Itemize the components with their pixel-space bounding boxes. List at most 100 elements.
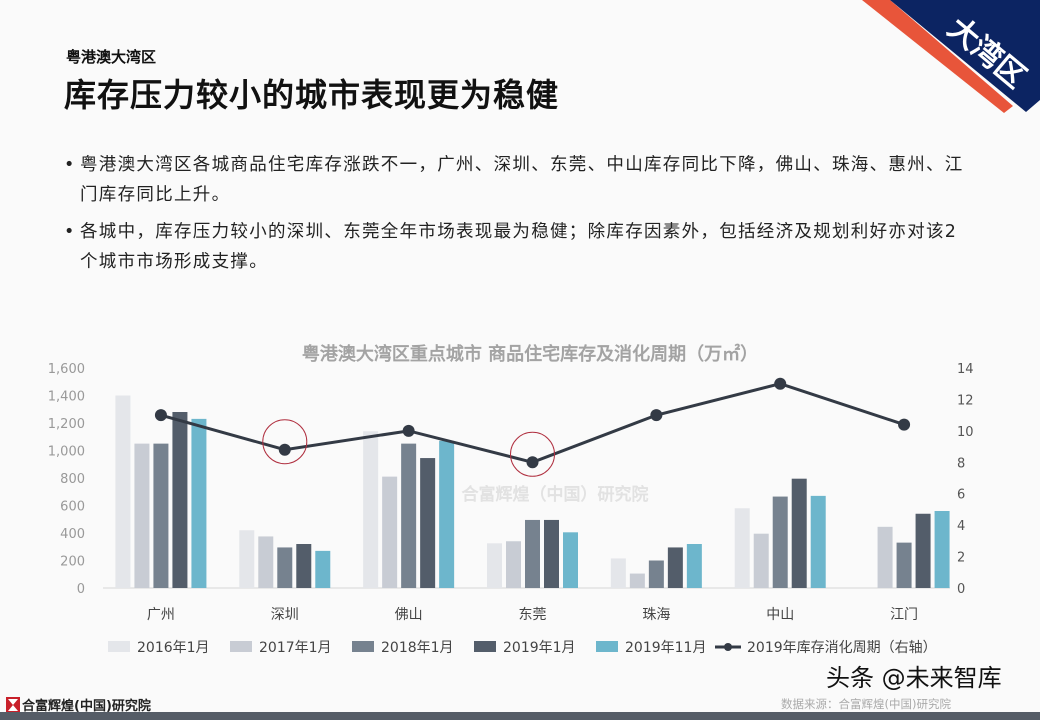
bullet-item: • 粤港澳大湾区各城商品住宅库存涨跌不一，广州、深圳、东莞、中山库存同比下降，佛山… [62, 150, 967, 210]
bullet-item: • 各城中，库存压力较小的深圳、东莞全年市场表现最为稳健；除库存因素外，包括经济及… [62, 217, 967, 277]
footer-bar [0, 712, 1040, 720]
hourglass-logo-icon [6, 696, 20, 713]
bar-珠海-2016年1月 [610, 558, 626, 588]
bar-中山-2019年1月 [791, 478, 807, 588]
bar-佛山-2019年1月 [420, 458, 436, 588]
legend-label: 2019年11月 [625, 640, 706, 656]
x-tick-label: 东莞 [519, 607, 547, 623]
y2-tick-label: 12 [957, 393, 974, 408]
line-point-深圳 [278, 443, 291, 456]
bar-中山-2018年1月 [772, 496, 788, 588]
bar-珠海-2019年11月 [686, 544, 702, 588]
bar-佛山-2016年1月 [363, 431, 379, 588]
bar-佛山-2018年1月 [401, 443, 417, 588]
data-source: 数据来源：合富辉煌(中国)研究院 [781, 697, 951, 711]
x-tick-label: 江门 [890, 607, 918, 623]
bar-东莞-2016年1月 [487, 543, 502, 588]
y2-tick-label: 10 [957, 425, 974, 440]
y2-tick-label: 6 [957, 488, 965, 503]
legend-line-marker [724, 643, 732, 651]
y-tick-label: 400 [60, 527, 85, 542]
bullet-text: 各城中，库存压力较小的深圳、东莞全年市场表现最为稳健；除库存因素外，包括经济及规… [80, 222, 958, 272]
y-tick-label: 1,600 [48, 362, 85, 377]
corner-navy-band [890, 0, 1040, 112]
corner-badge: 大湾区 [862, 0, 1040, 113]
toutiao-watermark: 头条 @未来智库 [826, 664, 1002, 692]
bullet-list: • 粤港澳大湾区各城商品住宅库存涨跌不一，广州、深圳、东莞、中山库存同比下降，佛山… [62, 150, 967, 284]
y2-tick-label: 2 [957, 551, 965, 566]
bar-中山-2017年1月 [753, 533, 769, 588]
line-point-佛山 [402, 424, 415, 437]
bar-珠海-2017年1月 [629, 573, 645, 588]
bar-广州-2016年1月 [115, 395, 131, 588]
x-tick-label: 珠海 [642, 607, 670, 623]
bar-东莞-2019年1月 [544, 519, 559, 588]
chart-title: 粤港澳大湾区重点城市 商品住宅库存及消化周期（万㎡） [302, 343, 758, 365]
y2-tick-label: 4 [957, 519, 965, 534]
bar-东莞-2017年1月 [506, 541, 521, 588]
bar-深圳-2019年11月 [315, 550, 331, 588]
y2-tick-label: 14 [957, 362, 974, 377]
bar-佛山-2017年1月 [382, 476, 398, 588]
highlight-circle-东莞 [510, 431, 555, 477]
bar-深圳-2019年1月 [296, 544, 312, 588]
bar-佛山-2019年11月 [439, 440, 455, 588]
section-kicker: 粤港澳大湾区 [66, 48, 157, 66]
legend-swatch [108, 641, 130, 652]
x-tick-label: 广州 [147, 607, 175, 623]
y-tick-label: 1,000 [48, 445, 85, 460]
legend-label: 2017年1月 [259, 640, 332, 656]
y-tick-label: 1,200 [48, 417, 85, 432]
y-tick-label: 200 [60, 555, 85, 570]
bar-江门-2019年11月 [934, 511, 950, 588]
line-point-珠海 [650, 409, 663, 422]
legend-swatch [352, 641, 374, 652]
bar-珠海-2018年1月 [648, 560, 664, 588]
logo-text: 合富辉煌(中国)研究院 [22, 699, 151, 714]
highlight-circle-深圳 [262, 419, 308, 465]
y2-tick-label: 0 [957, 582, 965, 597]
bar-广州-2018年1月 [153, 443, 169, 588]
company-logo: 合富辉煌(中国)研究院 [6, 695, 151, 714]
bar-江门-2018年1月 [896, 542, 912, 588]
legend-swatch [474, 641, 496, 652]
chart-watermark: 合富辉煌（中国）研究院 [462, 484, 649, 505]
bar-中山-2019年11月 [810, 495, 826, 588]
legend-swatch [230, 641, 252, 652]
inventory-chart: 粤港澳大湾区重点城市 商品住宅库存及消化周期（万㎡）合富辉煌（中国）研究院020… [48, 343, 974, 656]
y-tick-label: 800 [60, 472, 85, 487]
bar-广州-2017年1月 [134, 443, 150, 588]
line-point-中山 [774, 377, 787, 390]
bullet-text: 粤港澳大湾区各城商品住宅库存涨跌不一，广州、深圳、东莞、中山库存同比下降，佛山、… [80, 155, 964, 205]
x-tick-label: 佛山 [395, 607, 423, 623]
line-point-东莞 [526, 456, 539, 469]
bar-深圳-2018年1月 [277, 547, 293, 588]
bullet-marker: • [64, 155, 76, 175]
legend-label: 2019年库存消化周期（右轴） [747, 640, 937, 656]
corner-red-stripe [862, 0, 1013, 113]
bar-江门-2017年1月 [877, 526, 893, 588]
y-tick-label: 0 [77, 582, 85, 597]
bar-东莞-2018年1月 [525, 519, 540, 588]
bar-深圳-2017年1月 [258, 536, 274, 588]
bar-广州-2019年11月 [191, 418, 207, 588]
bar-深圳-2016年1月 [239, 530, 255, 588]
legend-label: 2019年1月 [503, 640, 576, 656]
y2-tick-label: 8 [957, 456, 965, 471]
legend-swatch [596, 641, 618, 652]
page-title: 库存压力较小的城市表现更为稳健 [64, 76, 560, 114]
y-tick-label: 1,400 [48, 390, 85, 405]
bar-东莞-2019年11月 [563, 532, 578, 588]
legend-label: 2018年1月 [381, 640, 454, 656]
line-point-广州 [154, 409, 167, 422]
bar-江门-2019年1月 [915, 513, 931, 588]
x-tick-label: 中山 [766, 607, 794, 623]
bar-广州-2019年1月 [172, 412, 188, 588]
bar-中山-2016年1月 [734, 508, 750, 588]
x-tick-label: 深圳 [271, 607, 299, 623]
line-point-江门 [898, 418, 911, 431]
bullet-marker: • [64, 222, 76, 242]
bar-珠海-2019年1月 [667, 547, 683, 588]
legend-label: 2016年1月 [137, 640, 210, 656]
y-tick-label: 600 [60, 500, 85, 515]
